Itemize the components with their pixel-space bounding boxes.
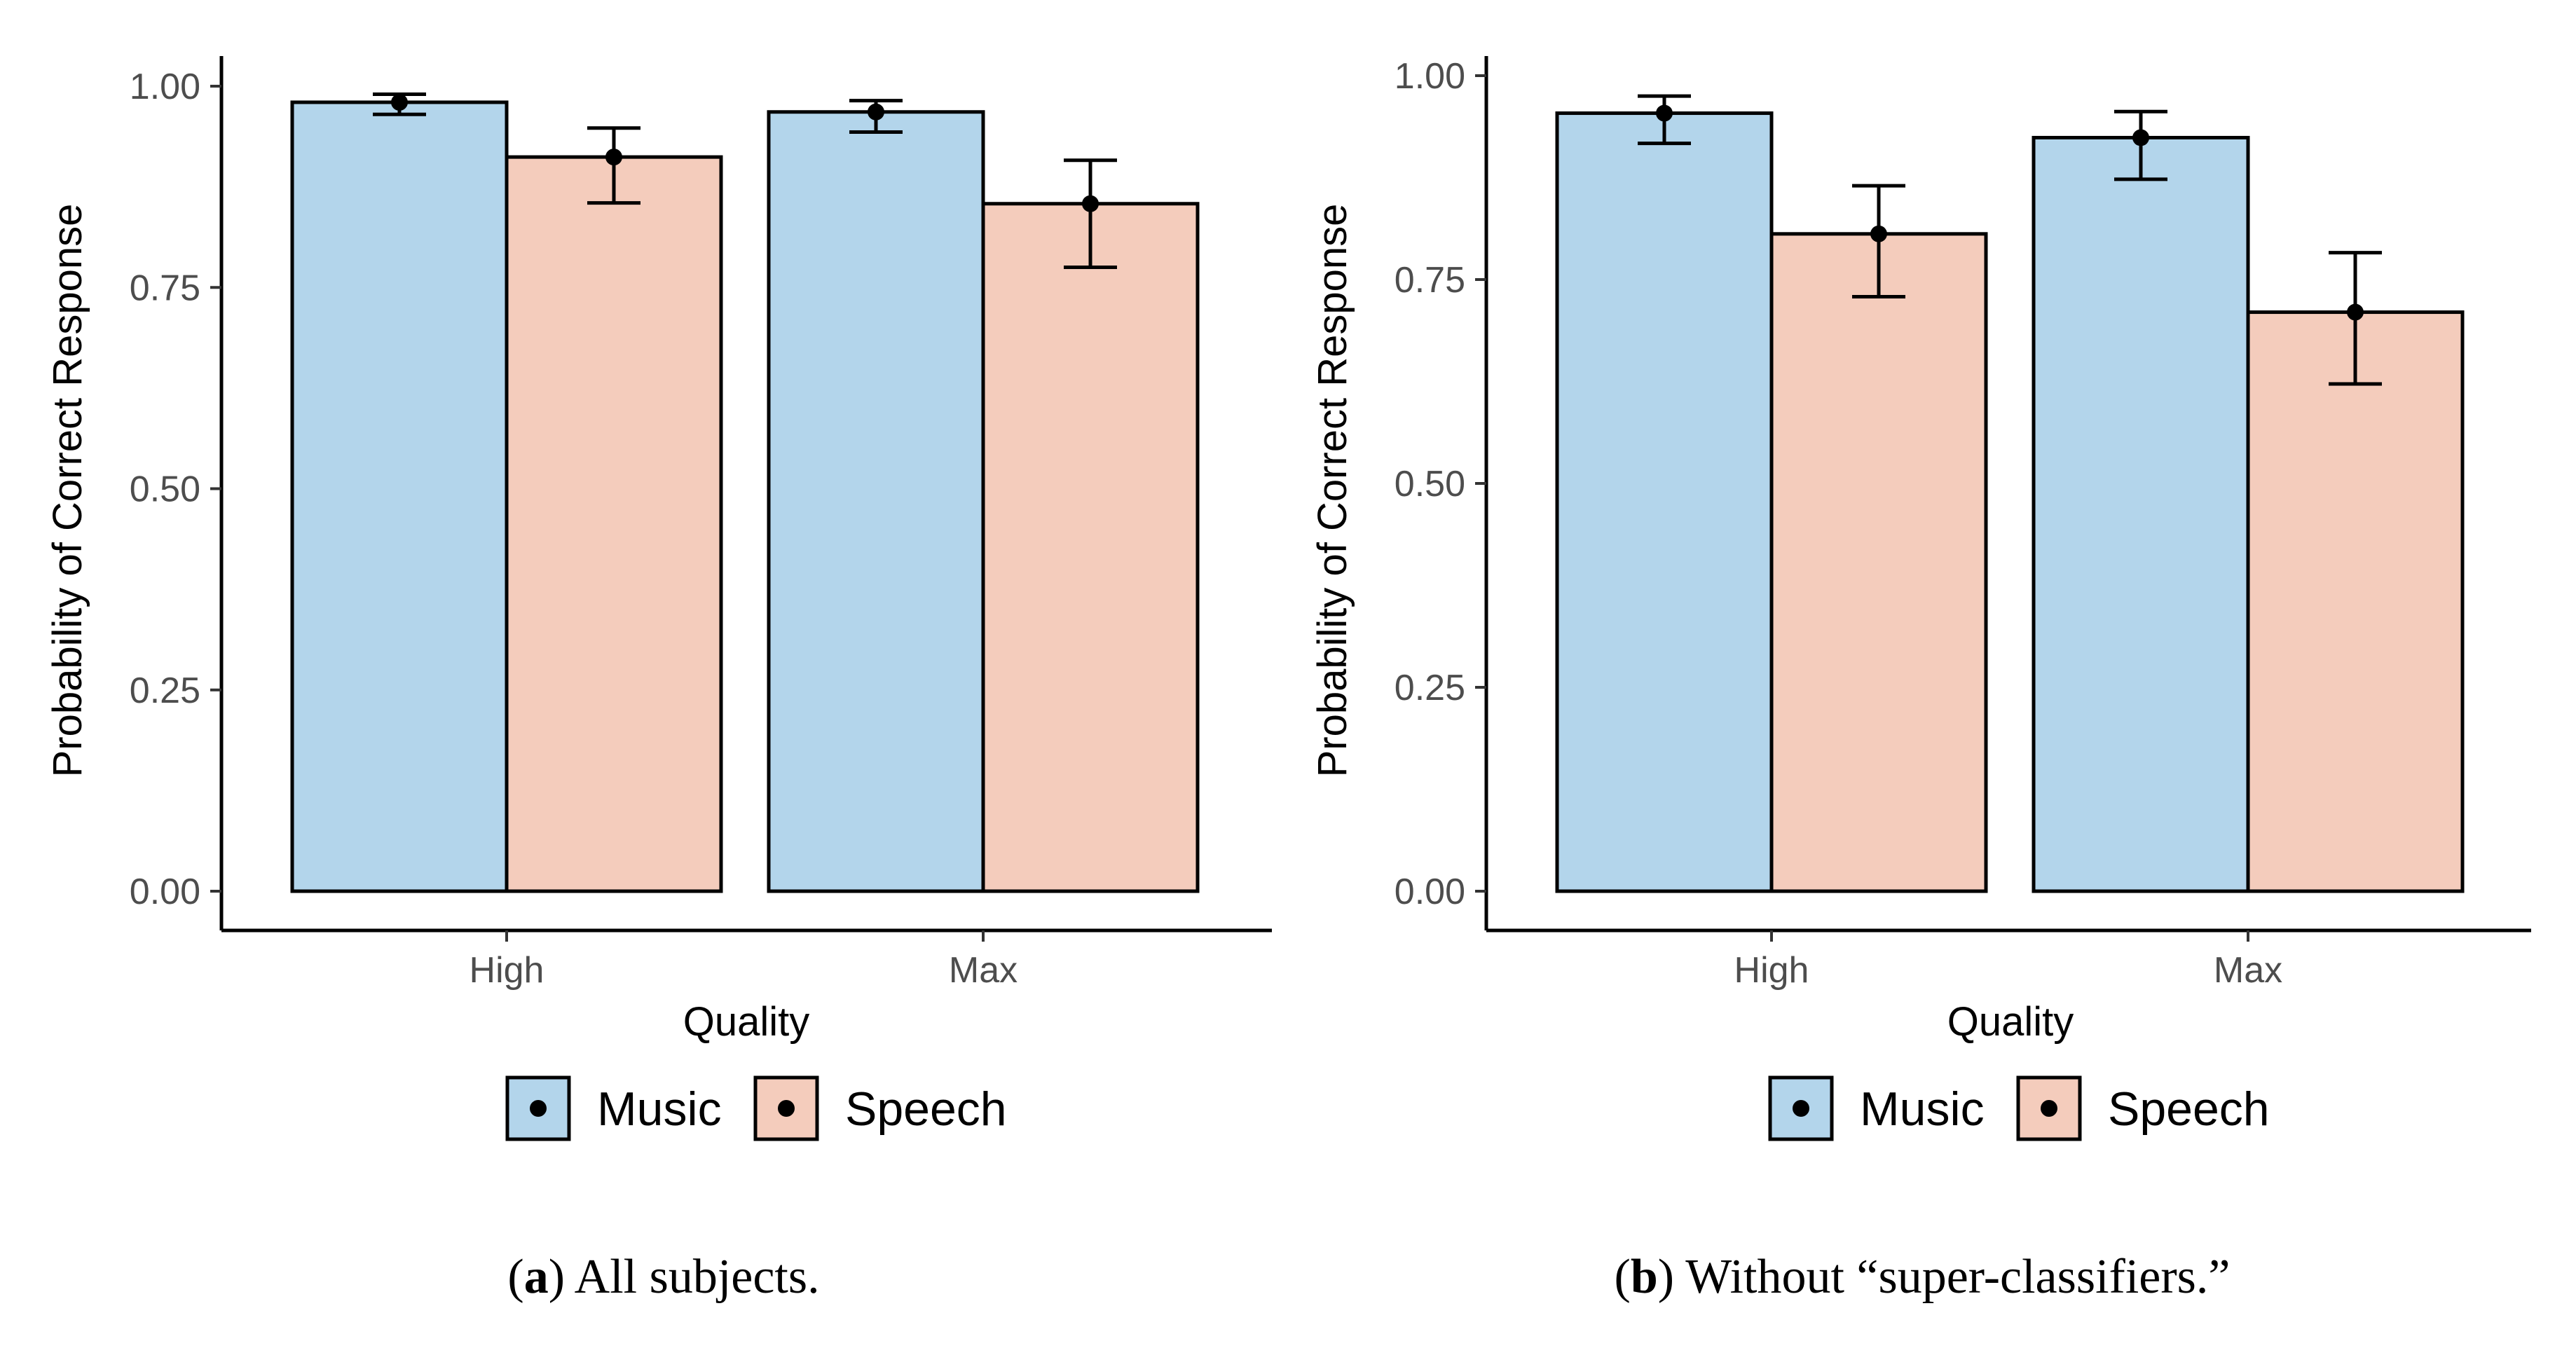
legend-key-music: [505, 1075, 571, 1141]
bar-speech: [1769, 232, 1988, 893]
y-tick-label: 0.25: [130, 670, 200, 711]
bar-music: [2032, 135, 2250, 893]
y-tick-label: 1.00: [1395, 56, 1465, 97]
point-estimate: [391, 93, 408, 111]
caption-a-close: ): [549, 1250, 565, 1304]
bar-speech: [2246, 310, 2465, 893]
caption-a-text: All subjects.: [565, 1250, 820, 1304]
point-estimate: [2347, 303, 2364, 321]
x-axis-title: Quality: [1947, 999, 2074, 1045]
caption-b-text: Without “super-classifiers.”: [1674, 1250, 2230, 1304]
caption-b-close: ): [1658, 1250, 1674, 1304]
caption-b: (b) Without “super-classifiers.”: [1615, 1250, 2231, 1304]
x-tick-label: Max: [2214, 950, 2282, 991]
y-tick-label: 0.75: [130, 268, 200, 308]
caption-a: (a) All subjects.: [507, 1250, 819, 1304]
x-tick-label: High: [1734, 950, 1809, 991]
y-tick-label: 0.50: [130, 469, 200, 510]
point-estimate: [1870, 225, 1887, 242]
legend-label-music: Music: [597, 1082, 722, 1136]
legend: Music Speech: [1768, 1075, 2270, 1141]
y-axis-title: Probability of Correct Response: [1310, 204, 1355, 778]
bar-music: [1555, 111, 1774, 893]
caption-a-label: a: [524, 1250, 549, 1304]
legend-key-point: [1793, 1100, 1809, 1117]
caption-b-open: (: [1615, 1250, 1631, 1304]
legend-label-speech: Speech: [845, 1082, 1007, 1136]
caption-b-label: b: [1631, 1250, 1658, 1304]
legend-key-point: [2041, 1100, 2057, 1117]
point-estimate: [605, 149, 622, 166]
bar-speech: [505, 155, 723, 893]
legend: Music Speech: [505, 1075, 1007, 1141]
y-tick-label: 0.25: [1395, 668, 1465, 708]
legend-key-point: [530, 1100, 547, 1117]
point-estimate: [1082, 195, 1099, 212]
point-estimate: [2132, 129, 2149, 146]
y-tick-label: 0.00: [1395, 872, 1465, 912]
point-estimate: [868, 103, 884, 121]
legend-label-music: Music: [1860, 1082, 1985, 1136]
point-estimate: [1656, 104, 1673, 122]
x-tick-label: High: [470, 950, 544, 991]
legend-label-speech: Speech: [2108, 1082, 2270, 1136]
x-tick-label: Max: [949, 950, 1018, 991]
y-tick-label: 0.00: [130, 872, 200, 912]
legend-key-point: [778, 1100, 795, 1117]
bar-speech: [981, 202, 1200, 893]
panel-b: 0.00 0.25 0.50 0.75 1.00 High Max Quality Probab…: [1310, 56, 2531, 1141]
y-tick-label: 1.00: [130, 67, 200, 107]
x-axis-title: Quality: [683, 999, 810, 1045]
caption-a-open: (: [507, 1250, 523, 1304]
bar-music: [767, 110, 985, 893]
y-axis-title: Probability of Correct Response: [45, 204, 90, 778]
bar-music: [290, 100, 509, 893]
y-tick-label: 0.75: [1395, 260, 1465, 301]
panel-a: 0.00 0.25 0.50 0.75 1.00 High Max Quality Probab…: [45, 56, 1272, 1141]
y-tick-label: 0.50: [1395, 464, 1465, 504]
